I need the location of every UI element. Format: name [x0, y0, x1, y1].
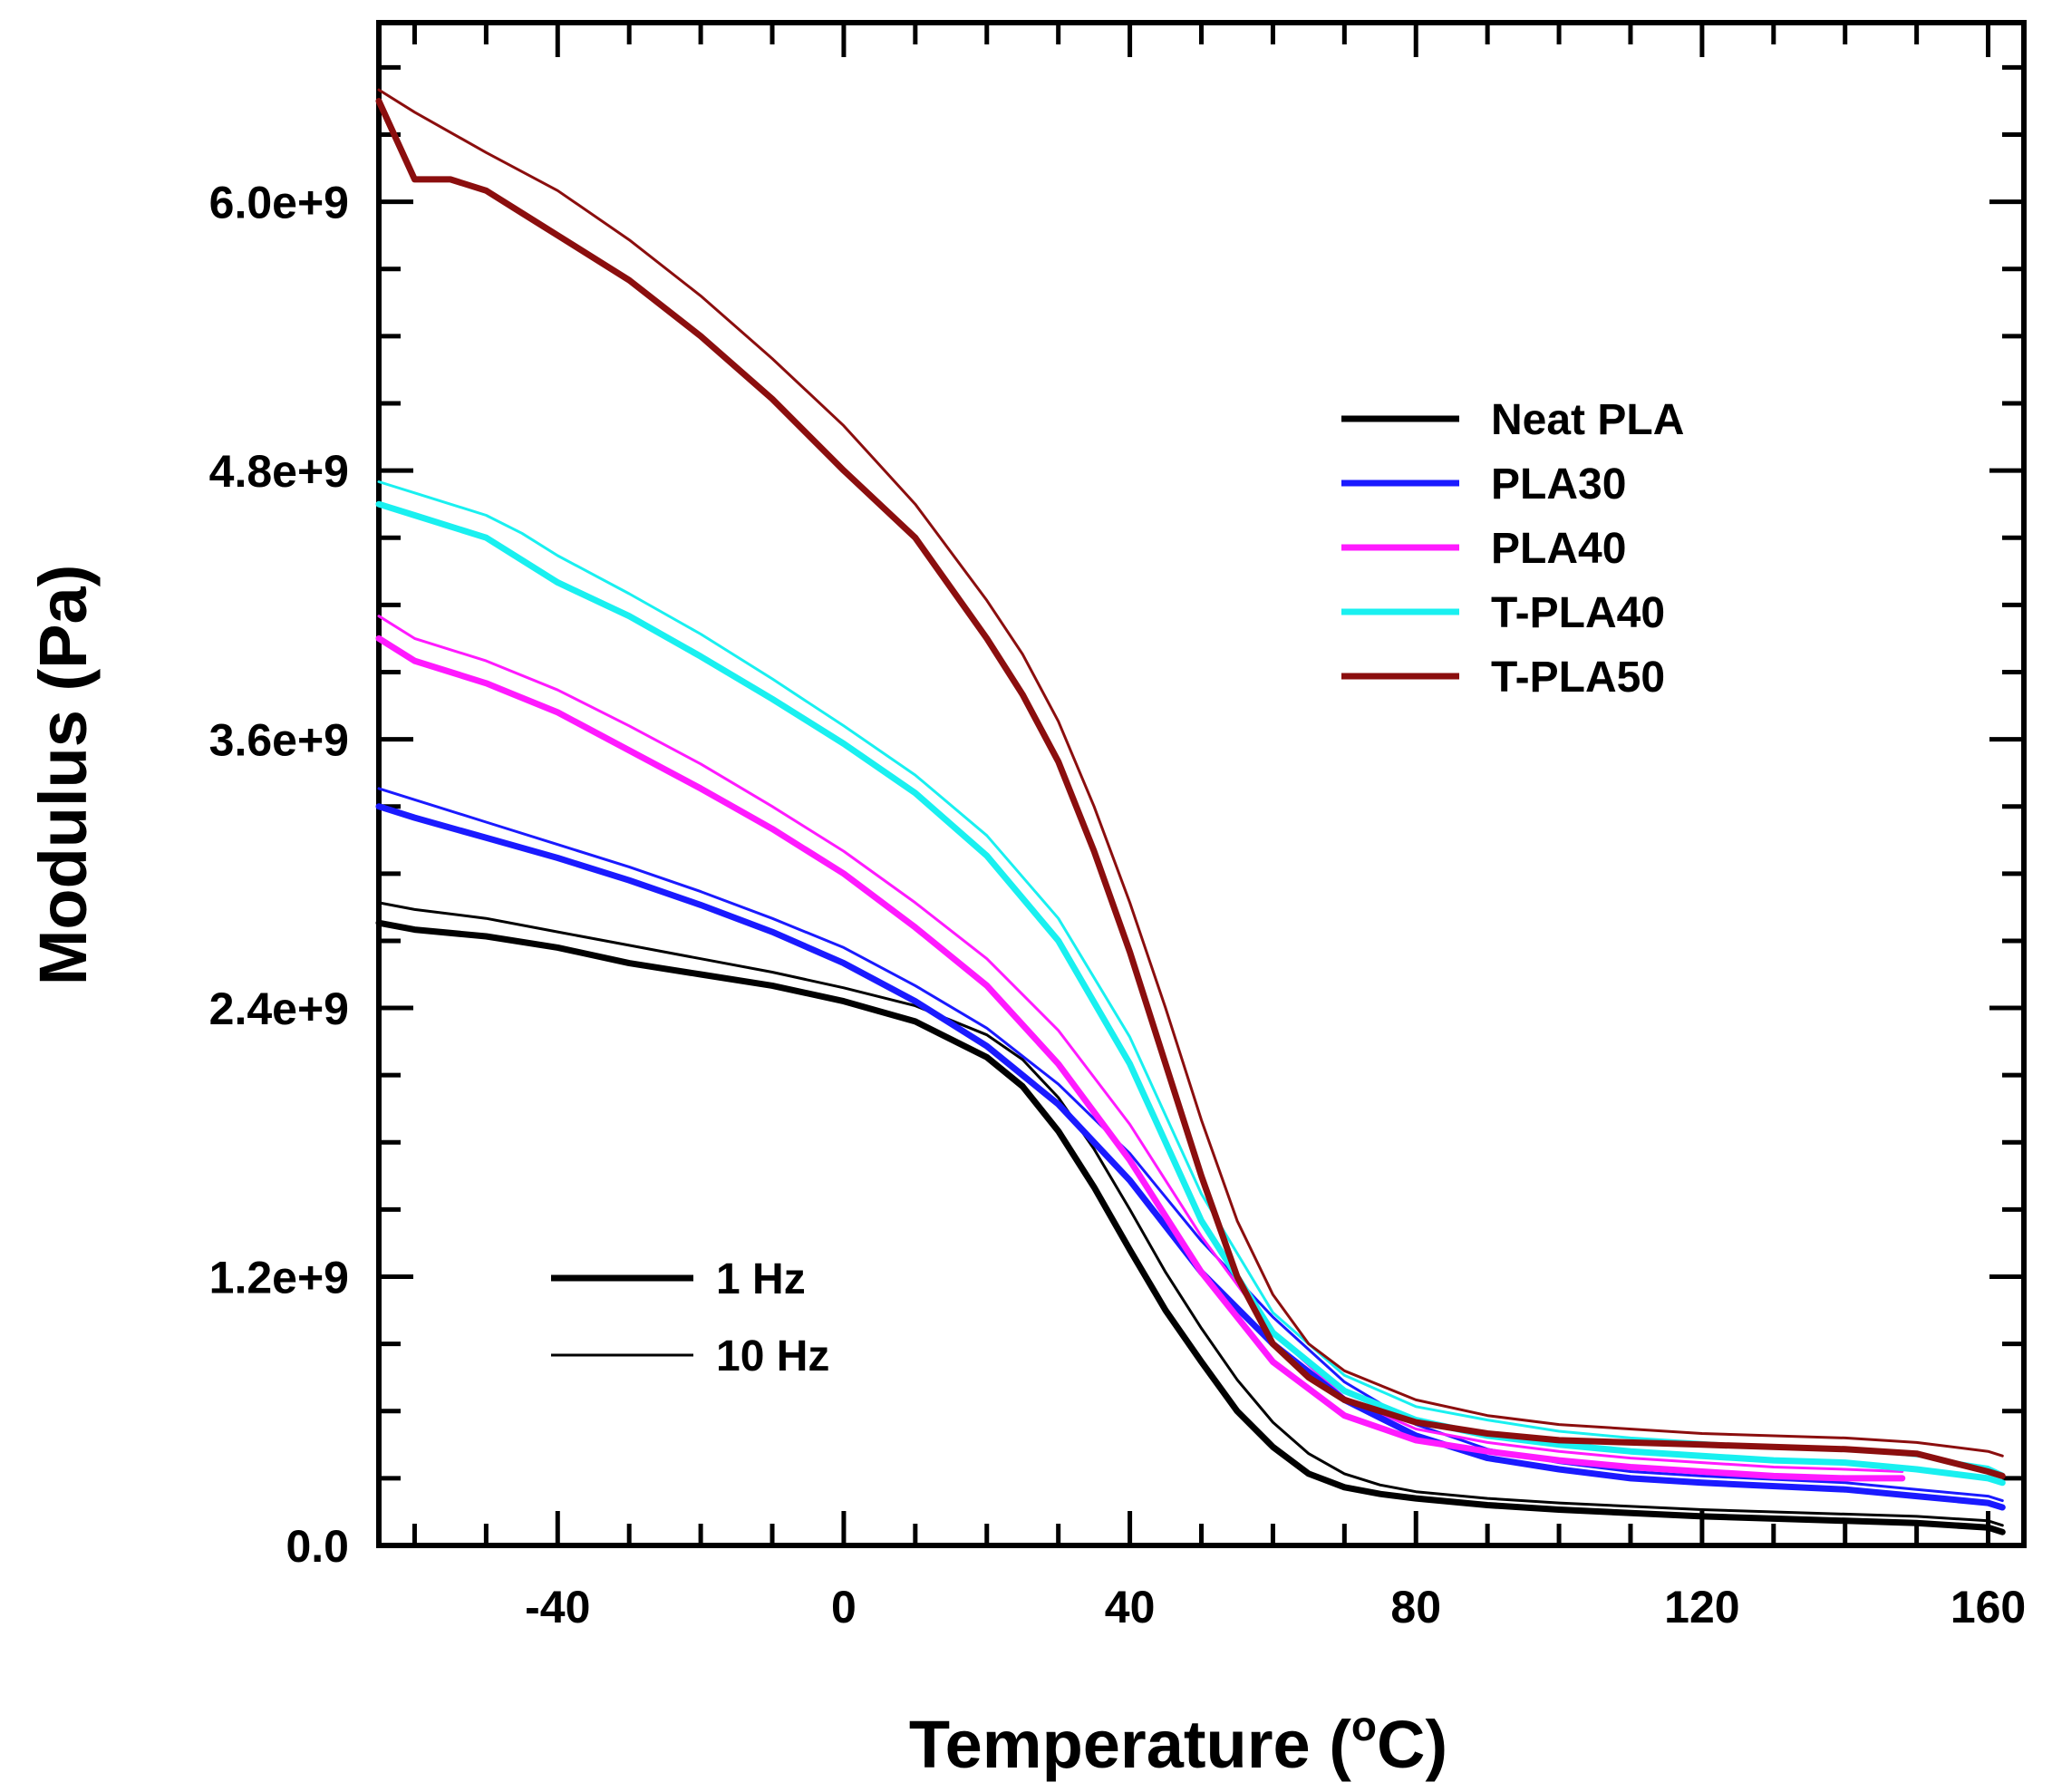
x-tick-label: 120 [1664, 1582, 1739, 1632]
x-tick-label: 80 [1390, 1582, 1441, 1632]
legend-label: PLA30 [1491, 460, 1626, 509]
y-tick-labels: 0.0 1.2e+9 2.4e+9 3.6e+9 4.8e+9 6.0e+9 [209, 178, 349, 1572]
legend-label: T-PLA50 [1491, 654, 1665, 702]
y-tick-label: 4.8e+9 [209, 446, 349, 497]
axis-ticks [379, 23, 2024, 1548]
series-line-pla40-10hz [377, 615, 1904, 1473]
y-tick-label: 6.0e+9 [209, 178, 349, 228]
series-line-pla40-1hz [375, 634, 1906, 1482]
legend-frequency: 1 Hz 10 Hz [551, 1255, 829, 1380]
series-line-t-pla50-10hz [377, 88, 2004, 1458]
legend-label: PLA40 [1491, 525, 1626, 573]
legend-label: Neat PLA [1491, 396, 1684, 444]
x-tick-label: -40 [525, 1582, 590, 1632]
legend-label: T-PLA40 [1491, 589, 1665, 637]
series-layer [375, 88, 2006, 1535]
x-tick-label: 160 [1950, 1582, 2026, 1632]
series-line-pla30-10hz [377, 787, 2004, 1503]
x-axis-title: Temperature (oC) [909, 1702, 1447, 1782]
x-tick-label: 40 [1105, 1582, 1156, 1632]
plot-frame [376, 20, 2027, 1548]
series-line-t-pla40-1hz [375, 500, 2006, 1487]
series-line-t-pla50-1hz [375, 98, 2006, 1479]
x-tick-labels: -40 0 40 80 120 160 [525, 1582, 2026, 1632]
legend-materials: Neat PLA PLA30 PLA40 T-PLA40 T-PLA50 [1341, 396, 1684, 702]
series-line-pla30-1hz [375, 803, 2006, 1511]
y-tick-label: 0.0 [286, 1521, 349, 1572]
series-line-t-pla40-10hz [377, 480, 2004, 1476]
freq-legend-label: 10 Hz [716, 1332, 829, 1380]
x-tick-label: 0 [831, 1582, 857, 1632]
y-tick-label: 1.2e+9 [209, 1253, 349, 1303]
y-tick-label: 2.4e+9 [209, 983, 349, 1034]
freq-legend-label: 1 Hz [716, 1255, 806, 1303]
y-axis-title: Modulus (Pa) [25, 565, 101, 986]
y-tick-label: 3.6e+9 [209, 715, 349, 766]
series-line-neat-pla-1hz [375, 919, 2006, 1535]
series-line-neat-pla-10hz [377, 901, 2004, 1527]
